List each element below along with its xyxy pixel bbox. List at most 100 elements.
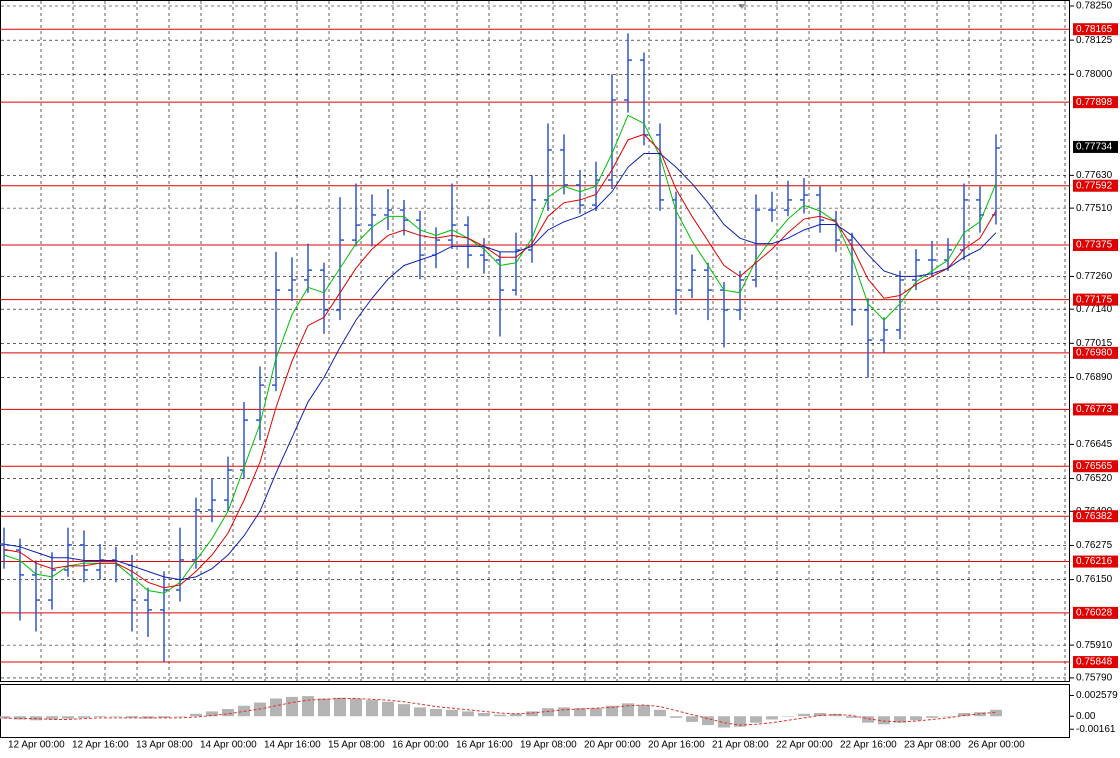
level-label: 0.76980 bbox=[1076, 348, 1113, 359]
osc-y-tick-label: 0.002579 bbox=[1076, 690, 1118, 701]
osc-histogram-bar bbox=[126, 716, 138, 718]
osc-histogram-bar bbox=[270, 698, 282, 717]
osc-y-tick-label: 0.00 bbox=[1076, 711, 1096, 722]
shift-marker bbox=[738, 4, 746, 9]
osc-histogram-bar bbox=[862, 716, 874, 723]
level-label-box bbox=[1073, 510, 1118, 523]
level-label: 0.76565 bbox=[1076, 461, 1113, 472]
y-tick-label: 0.76275 bbox=[1076, 540, 1113, 551]
osc-histogram-bar bbox=[558, 707, 570, 717]
level-label: 0.76028 bbox=[1076, 608, 1113, 619]
osc-histogram-bar bbox=[942, 716, 954, 717]
y-tick-label: 0.77015 bbox=[1076, 338, 1113, 349]
level-label-box bbox=[1073, 656, 1118, 669]
osc-histogram-bar bbox=[894, 716, 906, 723]
x-tick-label: 21 Apr 08:00 bbox=[712, 740, 769, 751]
osc-histogram-bar bbox=[206, 711, 218, 717]
moving-average-line bbox=[3, 114, 997, 594]
osc-histogram-bar bbox=[622, 703, 634, 717]
osc-histogram-bar bbox=[542, 708, 554, 717]
y-tick-label: 0.75910 bbox=[1076, 640, 1113, 651]
y-tick-label: 0.76150 bbox=[1076, 574, 1113, 585]
x-tick-label: 22 Apr 16:00 bbox=[840, 740, 897, 751]
oscillator-panel-frame bbox=[0, 684, 1070, 738]
current-price-label: 0.77734 bbox=[1076, 142, 1113, 153]
x-tick-label: 19 Apr 08:00 bbox=[520, 740, 577, 751]
osc-histogram-bar bbox=[798, 713, 810, 717]
osc-histogram-bar bbox=[958, 713, 970, 717]
moving-average-line bbox=[3, 133, 997, 589]
osc-histogram-bar bbox=[702, 716, 714, 726]
x-tick-label: 12 Apr 00:00 bbox=[8, 740, 65, 751]
osc-histogram-bar bbox=[718, 716, 730, 728]
level-label: 0.77375 bbox=[1076, 240, 1113, 251]
osc-histogram-bar bbox=[46, 716, 58, 720]
level-label-box bbox=[1073, 460, 1118, 473]
osc-histogram-bar bbox=[286, 696, 298, 717]
level-label: 0.77175 bbox=[1076, 294, 1113, 305]
level-label-box bbox=[1073, 96, 1118, 109]
osc-histogram-bar bbox=[670, 716, 682, 718]
moving-average-line bbox=[3, 152, 997, 581]
x-tick-label: 20 Apr 16:00 bbox=[648, 740, 705, 751]
y-tick-label: 0.75790 bbox=[1076, 673, 1113, 684]
level-label-box bbox=[1073, 606, 1118, 619]
osc-histogram-bar bbox=[446, 709, 458, 717]
y-tick-label: 0.77510 bbox=[1076, 203, 1113, 214]
level-label-box bbox=[1073, 403, 1118, 416]
level-label: 0.76216 bbox=[1076, 556, 1113, 567]
osc-histogram-bar bbox=[734, 716, 746, 727]
osc-histogram-bar bbox=[334, 697, 346, 717]
level-label: 0.75848 bbox=[1076, 657, 1113, 668]
osc-histogram-bar bbox=[574, 708, 586, 717]
current-price-box bbox=[1073, 140, 1118, 153]
x-tick-label: 14 Apr 00:00 bbox=[200, 740, 257, 751]
osc-histogram-bar bbox=[62, 716, 74, 719]
osc-histogram-bar bbox=[990, 709, 1002, 717]
y-tick-label: 0.77260 bbox=[1076, 271, 1113, 282]
osc-histogram-bar bbox=[398, 704, 410, 717]
osc-histogram-bar bbox=[814, 713, 826, 717]
osc-histogram-bar bbox=[638, 704, 650, 717]
x-tick-label: 13 Apr 08:00 bbox=[136, 740, 193, 751]
osc-histogram-bar bbox=[174, 716, 186, 717]
osc-histogram-bar bbox=[462, 711, 474, 717]
level-label: 0.77898 bbox=[1076, 97, 1113, 108]
level-label-box bbox=[1073, 346, 1118, 359]
osc-histogram-bar bbox=[846, 716, 858, 718]
level-label-box bbox=[1073, 238, 1118, 251]
osc-histogram-bar bbox=[302, 696, 314, 717]
level-label: 0.76382 bbox=[1076, 511, 1113, 522]
osc-histogram-bar bbox=[590, 708, 602, 717]
x-tick-label: 16 Apr 16:00 bbox=[456, 740, 513, 751]
level-label: 0.76773 bbox=[1076, 404, 1113, 415]
osc-histogram-bar bbox=[14, 716, 26, 720]
y-tick-label: 0.76890 bbox=[1076, 372, 1113, 383]
osc-histogram-bar bbox=[190, 713, 202, 717]
osc-histogram-bar bbox=[510, 713, 522, 717]
osc-histogram-bar bbox=[494, 714, 506, 717]
x-tick-label: 22 Apr 00:00 bbox=[776, 740, 833, 751]
y-tick-label: 0.77630 bbox=[1076, 170, 1113, 181]
y-tick-label: 0.76645 bbox=[1076, 439, 1113, 450]
level-label: 0.77592 bbox=[1076, 180, 1113, 191]
osc-histogram-bar bbox=[606, 705, 618, 717]
x-tick-label: 14 Apr 16:00 bbox=[264, 740, 321, 751]
x-tick-label: 20 Apr 00:00 bbox=[584, 740, 641, 751]
osc-histogram-bar bbox=[142, 716, 154, 719]
osc-signal-line bbox=[3, 698, 997, 726]
y-tick-label: 0.78125 bbox=[1076, 35, 1113, 46]
osc-histogram-bar bbox=[686, 716, 698, 722]
level-label-box bbox=[1073, 23, 1118, 36]
osc-histogram-bar bbox=[350, 698, 362, 717]
y-tick-label: 0.78000 bbox=[1076, 69, 1113, 80]
osc-histogram-bar bbox=[158, 716, 170, 718]
x-tick-label: 15 Apr 08:00 bbox=[328, 740, 385, 751]
level-label-box bbox=[1073, 555, 1118, 568]
osc-y-tick-label: -0.00161 bbox=[1076, 724, 1116, 735]
osc-histogram-bar bbox=[478, 713, 490, 717]
osc-histogram-bar bbox=[926, 716, 938, 718]
x-tick-label: 26 Apr 00:00 bbox=[968, 740, 1025, 751]
